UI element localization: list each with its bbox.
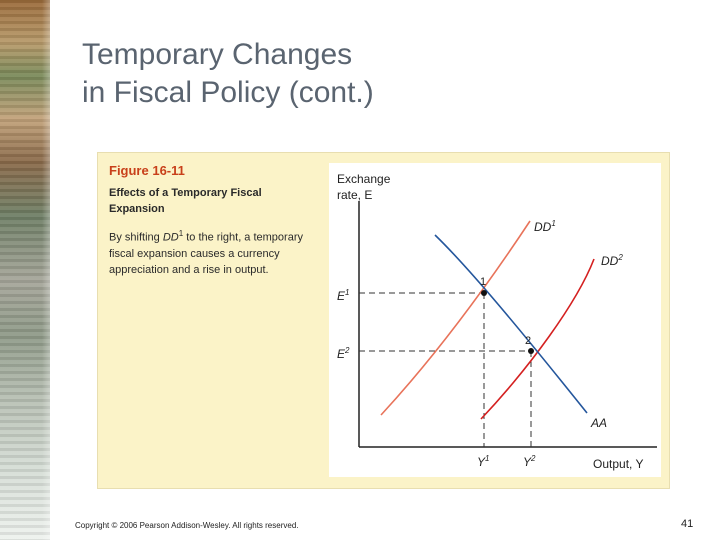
x-tick-y1-text: Y xyxy=(477,455,486,469)
figure-panel: Figure 16-11 Effects of a Temporary Fisc… xyxy=(97,152,670,489)
point-label-1: 1 xyxy=(480,276,486,288)
x-tick-y2-sup: 2 xyxy=(530,454,536,463)
y-tick-e1-sup: 1 xyxy=(345,288,349,297)
decorative-side-strip xyxy=(0,0,50,540)
point-label-2: 2 xyxy=(525,335,531,347)
page-number: 41 xyxy=(681,518,694,530)
x-tick-y1: Y1 xyxy=(477,454,489,469)
diagram-svg: Exchange rate, E Output, Y DD1 DD2 AA 1 … xyxy=(337,172,657,471)
y-axis-label-line-2: rate, E xyxy=(337,188,372,202)
curve-dd1 xyxy=(380,220,531,416)
figure-caption: By shifting DD1 to the right, a temporar… xyxy=(109,226,309,278)
curve-label-dd2-sup: 2 xyxy=(617,253,623,262)
figure-number: Figure 16-11 xyxy=(109,163,185,178)
caption-curve-name: DD xyxy=(162,231,179,244)
curve-dd2 xyxy=(480,258,595,420)
copyright-notice: Copyright © 2006 Pearson Addison-Wesley.… xyxy=(75,521,299,530)
equilibrium-point-2 xyxy=(528,348,534,354)
curve-label-dd2: DD2 xyxy=(601,253,623,268)
slide-title: Temporary Changes in Fiscal Policy (cont… xyxy=(82,36,642,112)
side-strip-fade xyxy=(42,0,68,540)
figure-title: Effects of a Temporary Fiscal Expansion xyxy=(109,187,262,215)
y-tick-e1: E1 xyxy=(337,288,349,303)
x-tick-y2-text: Y xyxy=(523,455,532,469)
y-tick-e2-sup: 2 xyxy=(344,346,350,355)
caption-text-end: to the right, a temporary fiscal expansi… xyxy=(109,231,303,276)
curve-label-aa: AA xyxy=(590,416,607,430)
curve-label-dd1-text: DD xyxy=(534,220,552,234)
curve-label-dd1-sup: 1 xyxy=(551,219,555,228)
curve-label-dd2-text: DD xyxy=(601,254,619,268)
y-axis-label-line-1: Exchange xyxy=(337,172,391,186)
y-tick-e2-text: E xyxy=(337,347,346,361)
x-axis-label: Output, Y xyxy=(593,457,643,471)
x-tick-y2: Y2 xyxy=(523,454,536,469)
curve-aa xyxy=(434,234,588,414)
caption-curve-superscript: 1 xyxy=(178,229,184,238)
equilibrium-point-1 xyxy=(481,290,487,296)
x-tick-y1-sup: 1 xyxy=(485,454,489,463)
y-tick-e1-text: E xyxy=(337,289,346,303)
curve-label-dd1: DD1 xyxy=(534,219,556,234)
slide-title-line-1: Temporary Changes xyxy=(82,38,353,71)
y-tick-e2: E2 xyxy=(337,346,350,361)
slide-title-line-2: in Fiscal Policy (cont.) xyxy=(82,76,374,109)
caption-text-start: By shifting xyxy=(109,231,163,244)
diagram-area: Exchange rate, E Output, Y DD1 DD2 AA 1 … xyxy=(329,163,661,477)
